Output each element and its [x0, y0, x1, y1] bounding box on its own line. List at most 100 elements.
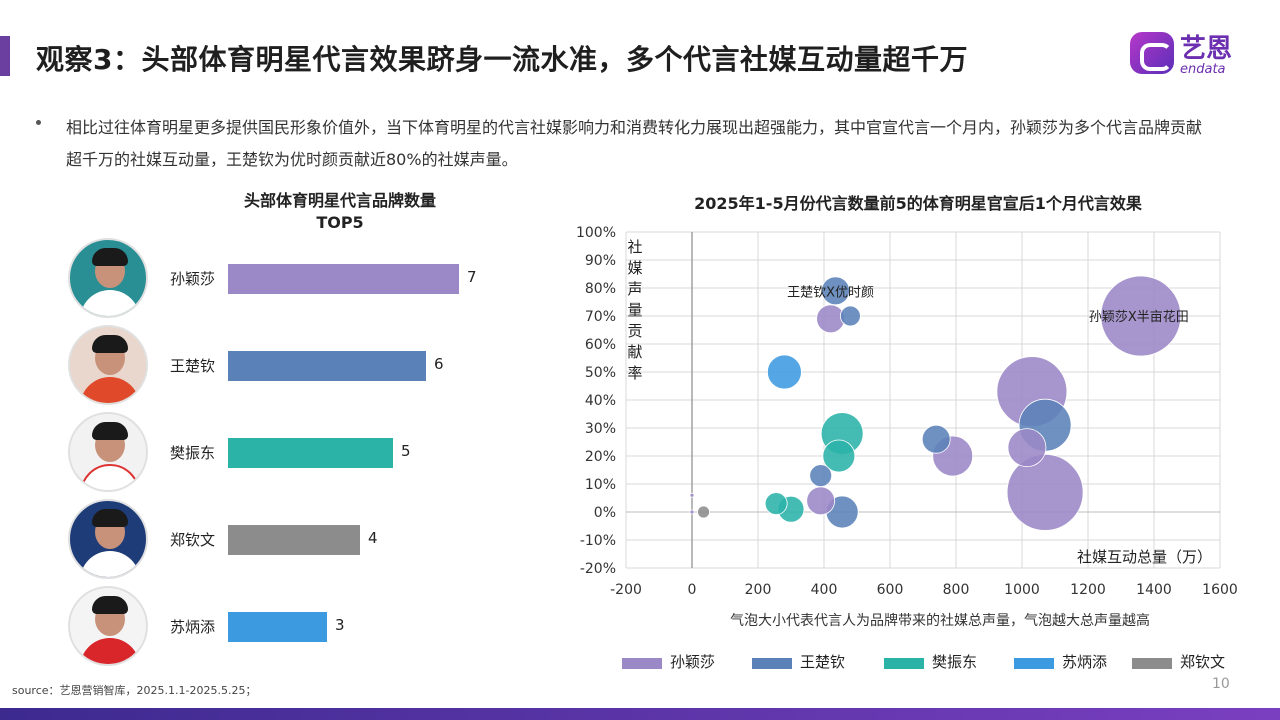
y-axis-label-char: 媒 — [627, 259, 642, 277]
legend-label: 苏炳添 — [1062, 653, 1108, 671]
legend-label: 樊振东 — [932, 653, 978, 671]
y-tick-label: 80% — [585, 281, 616, 297]
legend-swatch — [1132, 658, 1172, 669]
y-tick-label: 30% — [585, 421, 616, 437]
logo-chinese-text: 艺恩 — [1180, 34, 1233, 64]
bubble-size-note: 气泡大小代表代言人为品牌带来的社媒总声量，气泡越大总声量越高 — [730, 613, 1150, 629]
bar-chart-title-line1: 头部体育明星代言品牌数量 — [243, 191, 436, 210]
athlete-name: 樊振东 — [170, 444, 216, 462]
bar-row-sun: 孙颖莎 7 — [68, 238, 508, 318]
bubble-point — [839, 305, 861, 327]
athlete-name: 孙颖莎 — [170, 270, 216, 288]
y-tick-label: 70% — [585, 309, 616, 325]
y-axis-label-char: 量 — [627, 301, 642, 319]
x-tick-label: 1000 — [1004, 582, 1040, 598]
bar-su — [228, 612, 327, 642]
bubble-point — [822, 439, 856, 473]
y-axis-label-char: 声 — [627, 280, 642, 298]
x-tick-label: 1600 — [1202, 582, 1238, 598]
legend-swatch — [1014, 658, 1054, 669]
scatter-chart-title: 2025年1-5月份代言数量前5的体育明星官宣后1个月代言效果 — [694, 194, 1142, 213]
source-note: source：艺恩营销智库，2025.1.1-2025.5.25； — [12, 684, 257, 697]
bar-value: 6 — [434, 355, 444, 373]
x-tick-label: 600 — [877, 582, 904, 598]
bubble-point — [689, 509, 695, 515]
y-tick-label: -20% — [580, 561, 616, 577]
y-tick-label: -10% — [580, 533, 616, 549]
legend-swatch — [752, 658, 792, 669]
x-tick-label: -200 — [610, 582, 642, 598]
endata-logo: 艺恩 endata — [1130, 28, 1250, 80]
bubble-point — [921, 424, 951, 454]
bar-zheng — [228, 525, 360, 555]
legend-label: 郑钦文 — [1180, 653, 1226, 671]
bubble-point — [766, 354, 802, 390]
athlete-avatar — [68, 586, 148, 666]
bar-row-su: 苏炳添 3 — [68, 586, 508, 666]
y-tick-label: 50% — [585, 365, 616, 381]
insight-text: 相比过往体育明星更多提供国民形象价值外，当下体育明星的代言社媒影响力和消费转化力… — [66, 118, 1203, 169]
x-tick-label: 800 — [943, 582, 970, 598]
bubble-point — [1100, 275, 1182, 357]
x-axis-label: 社媒互动总量（万） — [1077, 548, 1212, 566]
x-tick-label: 1200 — [1070, 582, 1106, 598]
logo-english-text: endata — [1180, 62, 1226, 77]
bar-value: 3 — [335, 616, 345, 634]
bubble-point — [821, 276, 850, 306]
athlete-name: 王楚钦 — [170, 357, 216, 375]
x-tick-label: 400 — [811, 582, 838, 598]
page-title: 观察3：头部体育明星代言效果跻身一流水准，多个代言社媒互动量超千万 — [36, 43, 968, 76]
y-tick-label: 60% — [585, 337, 616, 353]
y-axis-label-char: 社 — [627, 238, 642, 256]
x-tick-label: 200 — [745, 582, 772, 598]
x-tick-label: 0 — [688, 582, 697, 598]
bar-row-fan: 樊振东 5 — [68, 412, 508, 492]
endata-logo-icon — [1130, 32, 1174, 74]
bubble-point — [764, 492, 788, 516]
page-number: 10 — [1212, 676, 1230, 692]
y-axis-label-char: 率 — [627, 364, 642, 382]
chart-legend: 孙颖莎 王楚钦 樊振东 苏炳添 郑钦文 — [622, 650, 1242, 674]
bubble-point — [809, 464, 833, 488]
bar-chart-title-line2: TOP5 — [316, 213, 364, 232]
athlete-name: 郑钦文 — [170, 531, 216, 549]
y-axis-label-char: 贡 — [627, 322, 642, 340]
footer-bar — [0, 708, 1280, 720]
bar-value: 4 — [368, 529, 378, 547]
bar-wang — [228, 351, 426, 381]
athlete-avatar — [68, 412, 148, 492]
annotation-wang-youshiyan: 王楚钦X优时颜 — [787, 284, 874, 300]
bar-fan — [228, 438, 393, 468]
bar-row-wang: 王楚钦 6 — [68, 325, 508, 405]
y-tick-label: 20% — [585, 449, 616, 465]
legend-swatch — [884, 658, 924, 669]
y-axis-label-char: 献 — [627, 343, 642, 361]
bar-chart-title: 头部体育明星代言品牌数量 TOP5 — [190, 190, 490, 234]
y-tick-label: 90% — [585, 253, 616, 269]
bullet-dot — [36, 120, 41, 125]
y-tick-label: 0% — [594, 505, 616, 521]
bubble-point — [689, 492, 695, 498]
athlete-avatar — [68, 238, 148, 318]
annotation-sun-banmuhuatian: 孙颖莎X半亩花田 — [1089, 309, 1189, 325]
bubble-point — [806, 486, 836, 516]
legend-label: 王楚钦 — [800, 653, 846, 671]
x-tick-label: 1400 — [1136, 582, 1172, 598]
athlete-name: 苏炳添 — [170, 618, 216, 636]
y-tick-label: 100% — [576, 225, 616, 241]
legend-swatch — [622, 658, 662, 669]
bubble-point — [697, 505, 710, 519]
bubble-point — [1006, 453, 1084, 531]
athlete-avatar — [68, 325, 148, 405]
legend-label: 孙颖莎 — [670, 653, 716, 671]
bar-sun — [228, 264, 459, 294]
title-accent-bar — [0, 36, 10, 76]
bar-row-zheng: 郑钦文 4 — [68, 499, 508, 579]
bar-value: 5 — [401, 442, 411, 460]
y-tick-label: 40% — [585, 393, 616, 409]
athlete-avatar — [68, 499, 148, 579]
bar-value: 7 — [467, 268, 477, 286]
bubble-point — [1007, 428, 1047, 468]
bubble-chart: -200 0 200 400 600 800 1000 1200 1400 1600 -20% -10… — [576, 225, 1238, 598]
y-tick-label: 10% — [585, 477, 616, 493]
